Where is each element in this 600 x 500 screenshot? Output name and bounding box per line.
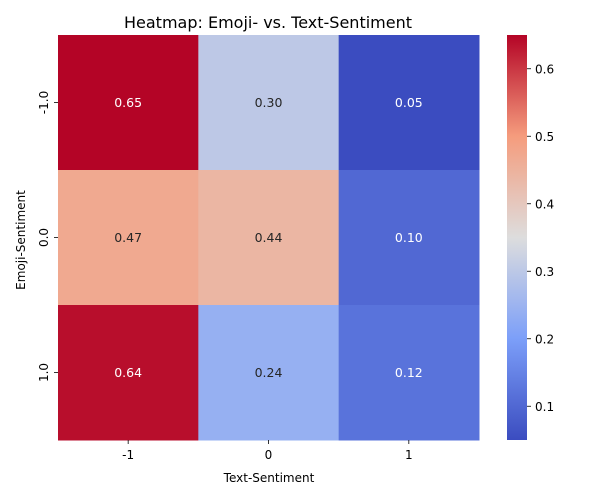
colorbar-tick-label: 0.2 [535,332,554,346]
colorbar [507,35,527,440]
y-tick-label: 0.0 [37,228,51,247]
cell-value-label: 0.44 [255,230,283,245]
heatmap-cell [338,305,480,441]
x-tick-label: -1 [122,448,134,462]
chart-title: Heatmap: Emoji- vs. Text-Sentiment [124,13,412,32]
heatmap-cell [338,170,480,306]
x-axis-ticks: -1 0 1 [122,440,413,462]
cell-value-label: 0.12 [395,365,423,380]
heatmap-cell [58,305,199,441]
heatmap-cells: 0.65 0.30 0.05 0.47 0.44 0.10 0.64 0.24 0.12 [58,35,480,441]
heatmap-cell [198,170,340,306]
cell-value-label: 0.10 [395,230,423,245]
x-tick-label: 1 [405,448,413,462]
heatmap-cell [58,170,199,306]
colorbar-tick-label: 0.6 [535,62,554,76]
heatmap-cell [338,35,480,171]
x-axis-label: Text-Sentiment [223,471,315,485]
y-axis-label: Emoji-Sentiment [14,190,28,290]
y-tick-label: 1.0 [37,363,51,382]
y-tick-label: -1.0 [37,91,51,114]
colorbar-tick-label: 0.5 [535,130,554,144]
colorbar-ticks: 0.1 0.2 0.3 0.4 0.5 0.6 [527,62,554,414]
cell-value-label: 0.47 [114,230,142,245]
cell-value-label: 0.65 [114,95,142,110]
y-axis-ticks: -1.0 0.0 1.0 [37,91,58,382]
colorbar-tick-label: 0.4 [535,197,554,211]
x-tick-label: 0 [265,448,273,462]
cell-value-label: 0.64 [114,365,142,380]
cell-value-label: 0.05 [395,95,423,110]
heatmap-cell [58,35,199,171]
cell-value-label: 0.30 [255,95,283,110]
heatmap-cell [198,35,340,171]
colorbar-tick-label: 0.1 [535,400,554,414]
heatmap-cell [198,305,340,441]
cell-value-label: 0.24 [255,365,283,380]
colorbar-tick-label: 0.3 [535,265,554,279]
